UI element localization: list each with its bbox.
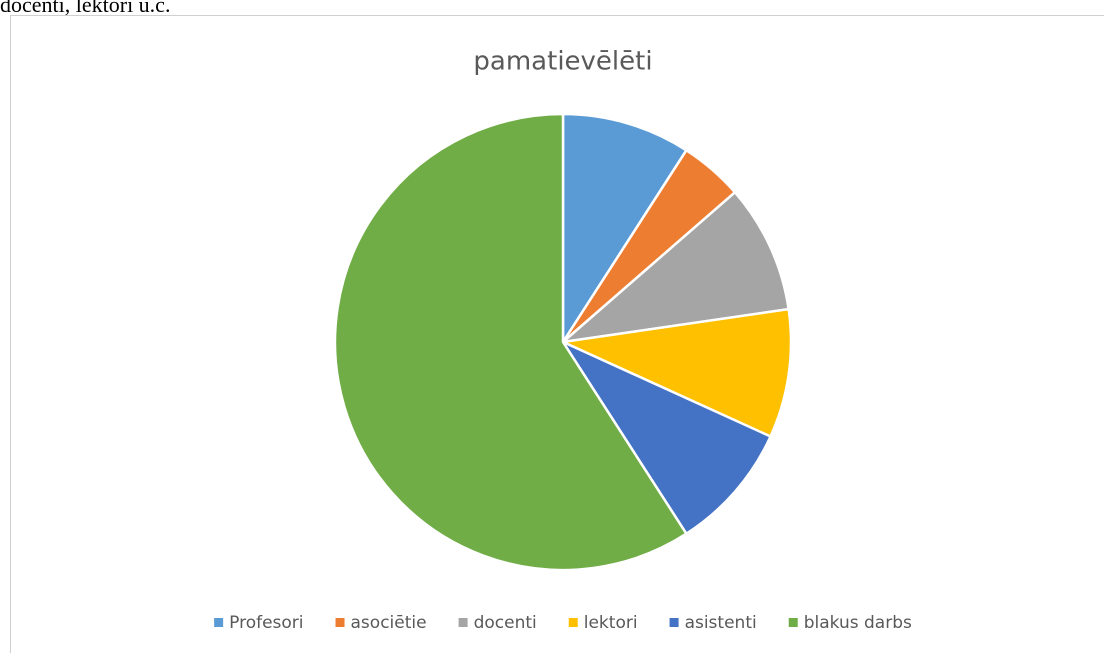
legend-swatch — [788, 618, 798, 627]
legend-label: docenti — [474, 613, 537, 633]
legend-label: asistenti — [685, 613, 757, 633]
pie-slice — [333, 112, 689, 572]
legend-swatch — [214, 618, 224, 627]
legend-swatch — [458, 618, 468, 627]
page-text: docenti, lektori u.c. — [0, 0, 171, 17]
legend-swatch — [335, 618, 345, 627]
legend-swatch — [568, 618, 578, 627]
chart-title: pamatievēlēti — [473, 47, 652, 77]
legend-label: blakus darbs — [804, 613, 912, 633]
pie-slice — [558, 307, 793, 439]
legend-label: lektori — [584, 613, 638, 633]
legend-label: asociētie — [351, 613, 427, 633]
pie-slice — [559, 339, 773, 536]
legend-swatch — [669, 618, 679, 627]
pie-slice — [558, 190, 791, 344]
pie-slice — [561, 112, 689, 347]
legend-label: Profesori — [229, 613, 303, 633]
